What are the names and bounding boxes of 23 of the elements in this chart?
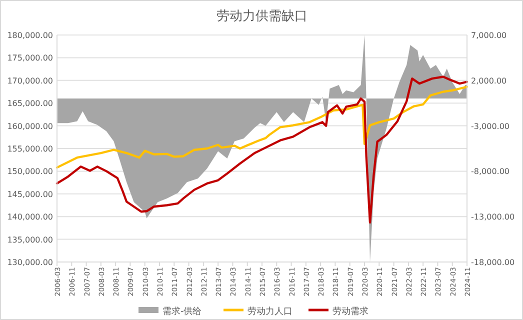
y-tick-label: 155,000.00: [7, 144, 53, 154]
y-tick-label: 135,000.00: [7, 235, 53, 244]
y2-tick-label: -13,000.00: [471, 212, 515, 222]
y-tick-label: 175,000.00: [7, 54, 53, 63]
y2-tick-label: 2,000.00: [471, 76, 507, 86]
y-tick-label: 170,000.00: [7, 76, 53, 86]
legend-label: 需求-供给: [162, 306, 202, 317]
y-tick-label: 180,000.00: [7, 31, 53, 40]
y-tick-label: 150,000.00: [7, 167, 53, 176]
y-tick-label: 165,000.00: [7, 99, 53, 108]
y-tick-label: 140,000.00: [7, 212, 53, 222]
legend-label: 劳动力人口: [248, 306, 292, 317]
y2-tick-label: -8,000.00: [471, 167, 510, 176]
y2-tick-label: 7,000.00: [471, 31, 507, 40]
y-tick-label: 130,000.00: [7, 258, 53, 267]
line-series: [56, 76, 468, 224]
y-tick-label: 145,000.00: [7, 190, 53, 199]
y2-tick-label: -18,000.00: [471, 258, 515, 267]
legend-label: 劳动需求: [332, 306, 368, 317]
line-series: [56, 86, 468, 169]
chart-title: 劳动力供需缺口: [216, 9, 308, 24]
y-tick-label: 160,000.00: [7, 122, 53, 131]
y2-tick-label: -3,000.00: [471, 122, 510, 131]
